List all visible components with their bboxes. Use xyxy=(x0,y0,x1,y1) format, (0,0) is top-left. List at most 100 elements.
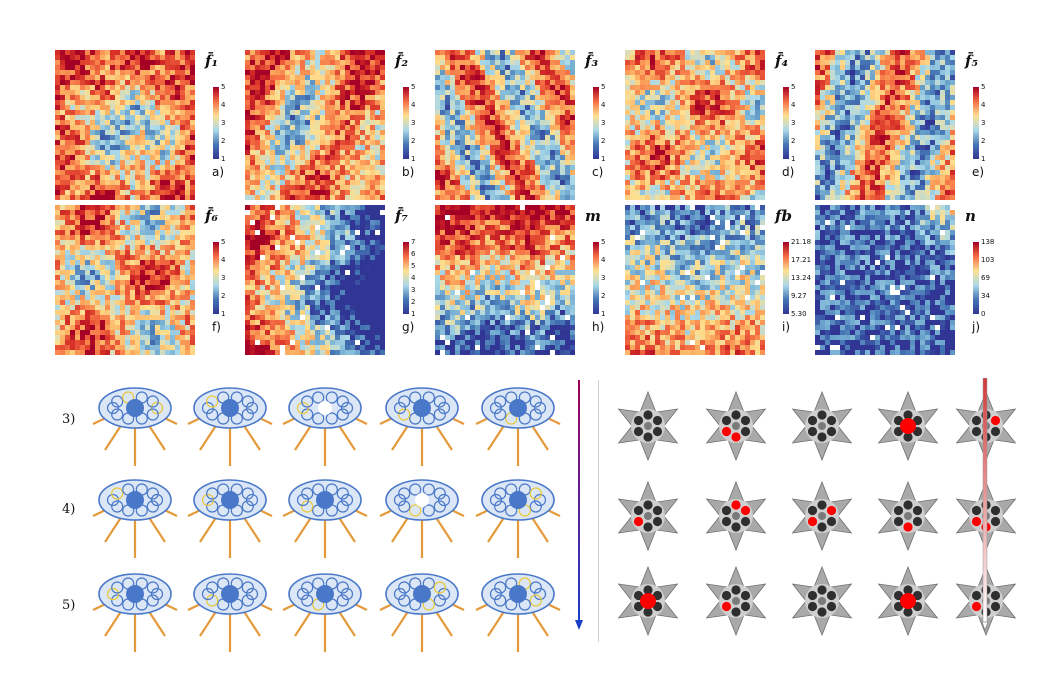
colorbar-tick-label: 2 xyxy=(411,137,416,145)
panel-title: f̄₂ xyxy=(395,52,409,70)
heatmap-panel-7 xyxy=(245,205,385,355)
shell-structure-icon xyxy=(282,387,368,466)
colorbar-tick-label: 3 xyxy=(411,286,416,294)
colorbar xyxy=(783,242,789,314)
colorbar-tick-label: 5 xyxy=(791,83,796,91)
heatmap-image xyxy=(625,205,765,355)
colorbar-tick-label: 34 xyxy=(981,292,990,300)
colorbar xyxy=(593,242,599,314)
down-arrow-icon xyxy=(575,380,583,630)
colorbar-tick-label: 2 xyxy=(601,292,606,300)
heatmap-image xyxy=(245,205,385,355)
colorbar-tick-label: 1 xyxy=(981,155,986,163)
colorbar-tick-label: 5 xyxy=(221,83,226,91)
heatmap-image xyxy=(245,50,385,200)
colorbar-tick-label: 3 xyxy=(221,119,226,127)
star-plate-icon xyxy=(705,480,767,552)
colorbar-tick-label: 5 xyxy=(601,238,606,246)
colorbar-tick-label: 4 xyxy=(411,101,416,109)
subfigure-label: f) xyxy=(212,320,221,334)
colorbar xyxy=(213,242,219,314)
colorbar-tick-label: 3 xyxy=(601,119,606,127)
colorbar-tick-label: 3 xyxy=(221,274,226,282)
colorbar-tick-label: 1 xyxy=(411,310,416,318)
colorbar xyxy=(783,87,789,159)
panel-title: f̄₅ xyxy=(965,52,979,70)
colorbar-tick-label: 2 xyxy=(411,298,416,306)
star-plate-icon xyxy=(617,480,679,552)
shell-structure-icon xyxy=(282,573,368,652)
colorbar-tick-label: 5.30 xyxy=(791,310,807,318)
shell-structure-icon xyxy=(187,387,273,466)
heatmap-image xyxy=(625,50,765,200)
star-plate-icon xyxy=(617,390,679,462)
colorbar-tick-label: 1 xyxy=(601,155,606,163)
colorbar-tick-label: 1 xyxy=(791,155,796,163)
colorbar-tick-label: 2 xyxy=(601,137,606,145)
colorbar-tick-label: 103 xyxy=(981,256,995,264)
heatmap-image xyxy=(815,50,955,200)
row-label-5: 5) xyxy=(62,598,76,613)
colorbar-tick-label: 3 xyxy=(981,119,986,127)
colorbar xyxy=(973,242,979,314)
star-plate-icon xyxy=(705,565,767,637)
colorbar-tick-label: 17.21 xyxy=(791,256,812,264)
colorbar-tick-label: 69 xyxy=(981,274,990,282)
colorbar-tick-label: 2 xyxy=(981,137,986,145)
heatmap-panel-1 xyxy=(55,50,195,200)
star-plate-icon xyxy=(877,480,939,552)
subfigure-label: e) xyxy=(972,165,985,179)
shell-structure-icon xyxy=(475,387,561,466)
colorbar-tick-label: 13.24 xyxy=(791,274,812,282)
colorbar xyxy=(403,242,409,314)
panel-title: m xyxy=(585,207,601,225)
heatmap-panel-5 xyxy=(815,50,955,200)
star-plate-icon xyxy=(791,480,853,552)
colorbar-tick-label: 9.27 xyxy=(791,292,807,300)
shell-structure-icon xyxy=(475,573,561,652)
subfigure-label: c) xyxy=(592,165,604,179)
subfigure-label: b) xyxy=(402,165,415,179)
subfigure-label: g) xyxy=(402,320,415,334)
star-plate-icon xyxy=(705,390,767,462)
colorbar xyxy=(213,87,219,159)
panel-title: f̄₇ xyxy=(395,207,409,225)
colorbar xyxy=(593,87,599,159)
colorbar-tick-label: 4 xyxy=(221,256,226,264)
colorbar-tick-label: 4 xyxy=(791,101,796,109)
colorbar-tick-label: 7 xyxy=(411,238,416,246)
colorbar-tick-label: 3 xyxy=(601,274,606,282)
colorbar-tick-label: 5 xyxy=(981,83,986,91)
heatmap-image xyxy=(435,205,575,355)
shell-structure-icon xyxy=(92,479,178,558)
heatmap-panel-6 xyxy=(55,205,195,355)
panel-title: f̄₃ xyxy=(585,52,599,70)
shell-structure-icon xyxy=(475,479,561,558)
colorbar-tick-label: 4 xyxy=(981,101,986,109)
panel-title: n xyxy=(965,207,976,225)
star-plate-icon xyxy=(791,390,853,462)
colorbar-tick-label: 4 xyxy=(601,101,606,109)
shell-structure-icon xyxy=(92,387,178,466)
shell-structure-icon xyxy=(187,573,273,652)
colorbar-tick-label: 3 xyxy=(791,119,796,127)
row-label-3: 3) xyxy=(62,412,76,427)
colorbar-tick-label: 1 xyxy=(221,155,226,163)
colorbar-tick-label: 4 xyxy=(221,101,226,109)
colorbar-tick-label: 6 xyxy=(411,250,416,258)
heatmap-panel-9 xyxy=(625,205,765,355)
heatmap-image xyxy=(55,205,195,355)
colorbar-tick-label: 2 xyxy=(221,292,226,300)
gradient-bar-icon xyxy=(981,378,989,631)
colorbar-tick-label: 2 xyxy=(221,137,226,145)
colorbar-tick-label: 4 xyxy=(411,274,416,282)
colorbar-tick-label: 1 xyxy=(601,310,606,318)
colorbar xyxy=(403,87,409,159)
subfigure-label: i) xyxy=(782,320,791,334)
shell-structure-icon xyxy=(92,573,178,652)
colorbar-tick-label: 2 xyxy=(791,137,796,145)
colorbar-tick-label: 21.18 xyxy=(791,238,812,246)
subfigure-label: a) xyxy=(212,165,225,179)
heatmap-image xyxy=(815,205,955,355)
star-plate-icon xyxy=(877,565,939,637)
